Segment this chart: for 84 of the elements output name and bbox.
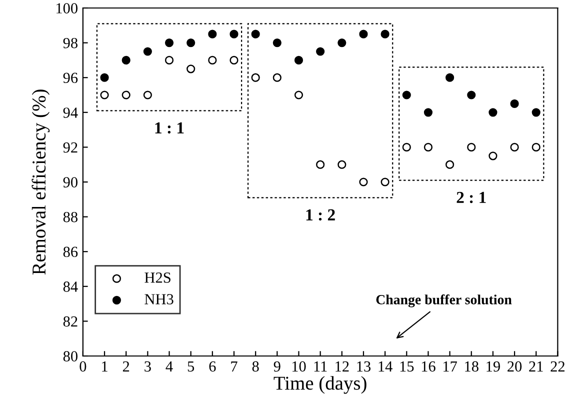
annotation: 1 : 2 [306, 209, 335, 221]
x-tick-label: 7 [231, 361, 238, 372]
point [424, 142, 433, 152]
x-tick-label: 13 [357, 361, 371, 372]
point [510, 142, 519, 152]
x-tick-label: 14 [378, 361, 392, 372]
y-tick-label: 94 [63, 108, 78, 118]
legend-label: H2S [144, 272, 170, 283]
point [100, 90, 109, 100]
x-tick-label: 12 [336, 361, 349, 372]
y-tick-label: 100 [56, 3, 78, 14]
x-tick-label: 6 [209, 361, 216, 372]
y-tick-label: 80 [63, 351, 78, 362]
point [316, 47, 325, 56]
point [143, 90, 152, 100]
point [380, 178, 390, 186]
point [467, 142, 476, 152]
x-tick-label: 2 [122, 361, 130, 372]
point [164, 56, 174, 64]
point [208, 30, 217, 38]
point [186, 38, 196, 48]
x-tick-label: 4 [166, 361, 173, 372]
point [467, 90, 476, 100]
point [251, 30, 260, 38]
x-tick-label: 8 [252, 361, 259, 372]
point [272, 73, 282, 82]
x-axis-title: Time (days) [274, 376, 366, 394]
x-tick-label: 3 [144, 361, 151, 372]
point [402, 90, 411, 100]
x-tick-label: 19 [486, 361, 500, 372]
point [208, 56, 217, 64]
point [251, 73, 260, 82]
y-tick-label: 86 [63, 246, 78, 258]
x-tick-label: 18 [465, 361, 478, 372]
point [488, 108, 498, 117]
point [488, 152, 498, 160]
point [532, 108, 540, 117]
point [532, 142, 540, 152]
point [230, 30, 238, 38]
x-tick-label: 16 [422, 361, 436, 372]
x-tick-label: 22 [550, 361, 564, 372]
x-tick-label: 17 [444, 361, 457, 372]
point [402, 142, 411, 152]
point [294, 56, 304, 64]
y-tick-label: 96 [63, 72, 78, 84]
y-tick-label: 92 [63, 142, 78, 153]
point [122, 56, 130, 64]
point [164, 38, 174, 48]
point [122, 90, 130, 100]
annotation: 2 : 1 [456, 192, 486, 204]
point [359, 30, 368, 38]
point [230, 56, 238, 64]
point [510, 99, 519, 108]
x-tick-label: 11 [314, 361, 327, 372]
y-tick-label: 88 [63, 212, 78, 222]
x-tick-label: 20 [508, 361, 522, 372]
point [316, 160, 325, 169]
y-tick-label: 82 [63, 316, 78, 327]
y-tick-label: 90 [63, 177, 78, 188]
x-tick-label: 21 [529, 361, 543, 372]
point [338, 38, 346, 48]
point [359, 178, 368, 186]
y-axis-title: Removal efficiency (%) [32, 90, 50, 275]
point [338, 160, 346, 169]
x-tick-label: 5 [188, 361, 194, 372]
x-tick-label: 1 [102, 361, 108, 372]
point [143, 47, 152, 56]
legend-label: NH3 [144, 294, 174, 304]
point [100, 73, 109, 82]
x-tick-label: 9 [274, 361, 280, 372]
x-tick-label: 15 [400, 361, 414, 372]
annotation: 1 : 1 [155, 122, 184, 134]
point [446, 160, 454, 169]
y-tick-label: 98 [63, 38, 78, 48]
x-tick-label: 10 [292, 361, 306, 372]
point [186, 64, 196, 74]
point [424, 108, 433, 117]
point [446, 73, 454, 82]
point [380, 30, 390, 38]
annotation: Change buffer solution [376, 294, 512, 308]
x-tick-label: 0 [80, 361, 86, 372]
point [294, 90, 304, 100]
y-tick-label: 84 [63, 282, 78, 292]
point [272, 38, 282, 48]
